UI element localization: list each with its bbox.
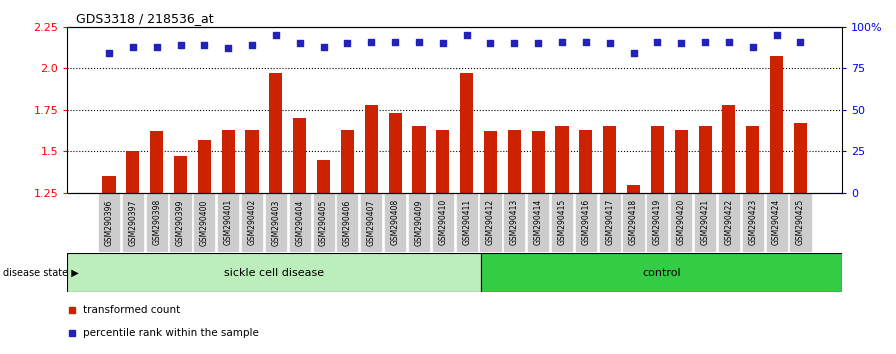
Bar <box>794 123 807 193</box>
Point <box>626 50 641 56</box>
Point <box>770 32 784 38</box>
Bar <box>770 57 783 193</box>
Bar <box>436 130 450 193</box>
Bar <box>102 176 116 193</box>
Bar <box>627 185 640 193</box>
Bar <box>484 131 497 193</box>
Point <box>221 45 236 51</box>
Point <box>722 39 737 44</box>
Text: control: control <box>642 268 681 278</box>
Point <box>316 44 331 49</box>
Bar <box>126 152 140 193</box>
Bar <box>317 160 330 193</box>
Point <box>435 40 450 46</box>
Bar <box>556 126 569 193</box>
Bar <box>67 253 480 292</box>
Point <box>745 44 760 49</box>
Bar <box>198 140 211 193</box>
Point <box>269 32 283 38</box>
Point <box>579 39 593 44</box>
Text: GDS3318 / 218536_at: GDS3318 / 218536_at <box>76 12 214 25</box>
Bar <box>531 131 545 193</box>
Point <box>483 40 497 46</box>
Bar <box>722 105 736 193</box>
Point <box>364 39 378 44</box>
Bar <box>246 130 259 193</box>
Point <box>125 44 140 49</box>
Bar <box>293 118 306 193</box>
Point <box>793 39 807 44</box>
Text: disease state ▶: disease state ▶ <box>3 268 79 278</box>
Bar <box>174 156 187 193</box>
Bar <box>340 130 354 193</box>
Point <box>293 40 307 46</box>
Bar <box>650 126 664 193</box>
Point <box>507 40 521 46</box>
Point <box>460 32 474 38</box>
Bar <box>460 73 473 193</box>
Point <box>412 39 426 44</box>
Bar <box>699 126 711 193</box>
Point <box>698 39 712 44</box>
Point <box>602 40 616 46</box>
Bar <box>746 126 759 193</box>
Point <box>555 39 569 44</box>
Bar <box>580 130 592 193</box>
Point <box>150 44 164 49</box>
Point <box>102 50 116 56</box>
Bar <box>270 73 282 193</box>
Point <box>650 39 665 44</box>
Point <box>173 42 187 48</box>
Bar <box>603 126 616 193</box>
Bar <box>508 130 521 193</box>
Bar <box>480 253 842 292</box>
Point <box>674 40 688 46</box>
Bar <box>221 130 235 193</box>
Bar <box>675 130 688 193</box>
Point <box>531 40 546 46</box>
Point <box>197 42 211 48</box>
Bar <box>412 126 426 193</box>
Bar <box>365 105 378 193</box>
Point <box>245 42 259 48</box>
Text: sickle cell disease: sickle cell disease <box>224 268 324 278</box>
Text: percentile rank within the sample: percentile rank within the sample <box>82 328 259 338</box>
Bar <box>151 131 163 193</box>
Point <box>388 39 402 44</box>
Bar <box>389 113 401 193</box>
Point <box>340 40 355 46</box>
Text: transformed count: transformed count <box>82 305 180 315</box>
